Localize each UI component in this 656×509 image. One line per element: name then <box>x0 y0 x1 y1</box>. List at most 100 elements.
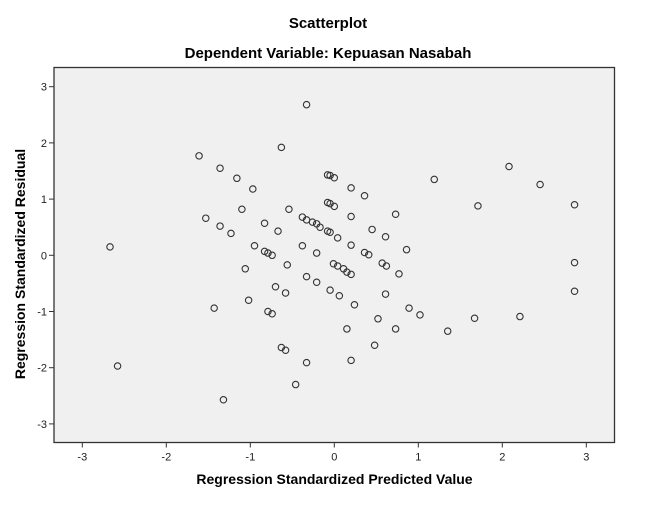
data-point-marker <box>219 395 228 404</box>
data-point-marker <box>291 380 300 389</box>
x-tick-label: -1 <box>245 452 255 464</box>
data-point-marker <box>364 250 373 259</box>
data-point-marker <box>570 258 579 267</box>
data-point-marker <box>106 243 114 251</box>
data-point-marker <box>268 309 276 318</box>
y-axis-label: Regression Standardized Residual <box>12 148 28 380</box>
data-points <box>106 100 579 404</box>
data-point-marker <box>347 356 355 365</box>
plot-area <box>53 66 616 444</box>
data-point-marker <box>347 184 355 192</box>
x-axis-label: Regression Standardized Predicted Value <box>196 471 473 487</box>
data-point-marker <box>374 315 382 323</box>
y-tick-label: 3 <box>41 82 47 94</box>
data-point-marker <box>474 202 482 210</box>
x-tick-label: 3 <box>583 452 589 464</box>
data-point-marker <box>430 175 439 184</box>
data-point-marker <box>308 218 317 226</box>
data-point-marker <box>516 312 524 321</box>
data-point-marker <box>370 341 379 349</box>
data-point-marker <box>316 223 324 231</box>
data-point-marker <box>333 234 342 242</box>
data-point-marker <box>277 143 286 152</box>
data-point-marker <box>216 164 224 172</box>
y-tick-label: -1 <box>37 307 47 319</box>
data-point-marker <box>381 233 390 241</box>
y-tick-label: -2 <box>37 363 47 375</box>
data-point-marker <box>281 346 290 355</box>
data-point-marker <box>264 307 272 316</box>
data-point-marker <box>330 202 339 211</box>
data-point-marker <box>216 222 224 230</box>
data-point-marker <box>335 292 344 300</box>
data-point-marker <box>570 200 579 209</box>
data-point-marker <box>264 249 272 257</box>
data-point-marker <box>391 325 400 333</box>
y-tick-label: 0 <box>41 250 47 262</box>
data-point-marker <box>274 227 282 235</box>
data-point-marker <box>302 272 311 281</box>
data-point-marker <box>405 304 413 312</box>
data-point-marker <box>260 219 269 228</box>
data-point-marker <box>210 304 218 312</box>
data-point-marker <box>283 261 292 269</box>
data-point-marker <box>443 327 452 335</box>
data-point-marker <box>368 225 376 234</box>
data-point-marker <box>347 212 355 221</box>
data-point-marker <box>302 100 311 109</box>
data-point-marker <box>326 228 334 237</box>
x-tick-label: 1 <box>415 452 421 464</box>
data-point-marker <box>244 296 253 305</box>
data-point-marker <box>113 362 122 370</box>
y-tick-label: 1 <box>41 194 47 206</box>
data-point-marker <box>343 268 351 276</box>
data-point-marker <box>402 245 411 254</box>
data-point-marker <box>391 210 400 219</box>
data-point-marker <box>360 191 369 200</box>
data-point-marker <box>227 229 235 238</box>
data-point-marker <box>381 290 390 298</box>
y-tick-label: 2 <box>41 138 47 150</box>
data-point-marker <box>241 265 250 273</box>
data-point-marker <box>470 314 479 322</box>
chart-subtitle: Dependent Variable: Kepuasan Nasabah <box>184 45 472 62</box>
y-axis-ticks: -3 -2 -1 0 1 2 3 <box>37 82 54 431</box>
data-point-marker <box>343 325 351 333</box>
data-point-marker <box>250 241 259 250</box>
data-point-marker <box>312 249 321 257</box>
data-point-marker <box>330 173 339 182</box>
x-tick-label: -2 <box>161 452 171 464</box>
data-point-marker <box>536 180 544 189</box>
data-point-marker <box>238 205 246 213</box>
data-point-marker <box>281 289 290 297</box>
data-point-marker <box>570 287 579 296</box>
data-point-marker <box>268 251 276 260</box>
x-tick-label: -3 <box>77 452 87 464</box>
data-point-marker <box>333 262 342 270</box>
y-tick-label: -3 <box>37 419 47 431</box>
data-point-marker <box>312 278 321 287</box>
data-point-marker <box>326 171 334 180</box>
data-point-marker <box>360 248 369 257</box>
data-point-marker <box>202 214 210 222</box>
x-tick-label: 2 <box>499 452 505 464</box>
data-point-marker <box>326 286 334 294</box>
chart-title: Scatterplot <box>288 15 368 32</box>
data-point-marker <box>302 358 311 367</box>
data-point-marker <box>195 152 203 160</box>
data-point-marker <box>416 311 424 319</box>
data-point-marker <box>382 262 391 270</box>
data-point-marker <box>271 283 280 291</box>
data-point-marker <box>329 259 338 268</box>
data-point-marker <box>347 241 355 249</box>
data-point-marker <box>395 270 403 278</box>
data-point-marker <box>350 301 359 309</box>
x-axis-ticks: -3 -2 -1 0 1 2 3 <box>77 442 589 464</box>
data-point-marker <box>233 174 241 183</box>
data-point-marker <box>347 270 355 279</box>
data-point-marker <box>505 162 513 171</box>
x-tick-label: 0 <box>331 452 337 464</box>
data-point-marker <box>249 185 257 193</box>
data-point-marker <box>285 205 293 213</box>
